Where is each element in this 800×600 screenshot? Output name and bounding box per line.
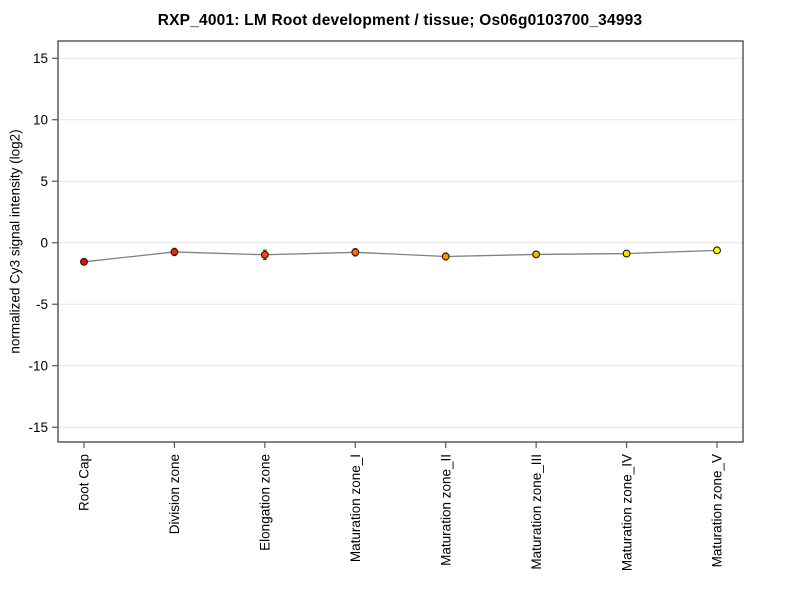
- y-tick-label: -5: [36, 297, 48, 312]
- x-tick-label: Maturation zone_I: [348, 454, 363, 562]
- y-tick-label: -15: [28, 420, 48, 435]
- x-tick-label: Maturation zone_II: [438, 454, 453, 566]
- data-point: [351, 248, 360, 257]
- x-tick-label: Root Cap: [77, 454, 92, 511]
- y-tick-label: 15: [33, 51, 48, 66]
- data-point: [80, 257, 88, 266]
- series-line: [83, 249, 718, 263]
- data-point: [532, 250, 541, 259]
- x-tick-label: Maturation zone_III: [529, 454, 544, 570]
- x-tick-label: Elongation zone: [258, 454, 273, 551]
- plot-border: [57, 40, 744, 443]
- x-tick-label: Maturation zone_IV: [619, 454, 634, 571]
- y-tick-label: -10: [28, 358, 48, 373]
- x-tick-label: Division zone: [167, 454, 182, 534]
- data-point: [713, 246, 721, 255]
- chart-title: RXP_4001: LM Root development / tissue; …: [157, 12, 643, 29]
- y-tick-label: 5: [40, 174, 48, 189]
- y-tick-label: 10: [33, 112, 48, 127]
- data-point: [622, 249, 631, 258]
- y-tick-label: 0: [40, 235, 48, 250]
- data-point: [260, 250, 269, 259]
- data-point: [170, 248, 179, 256]
- data-point: [441, 252, 450, 261]
- x-tick-label: Maturation zone_V: [710, 454, 725, 567]
